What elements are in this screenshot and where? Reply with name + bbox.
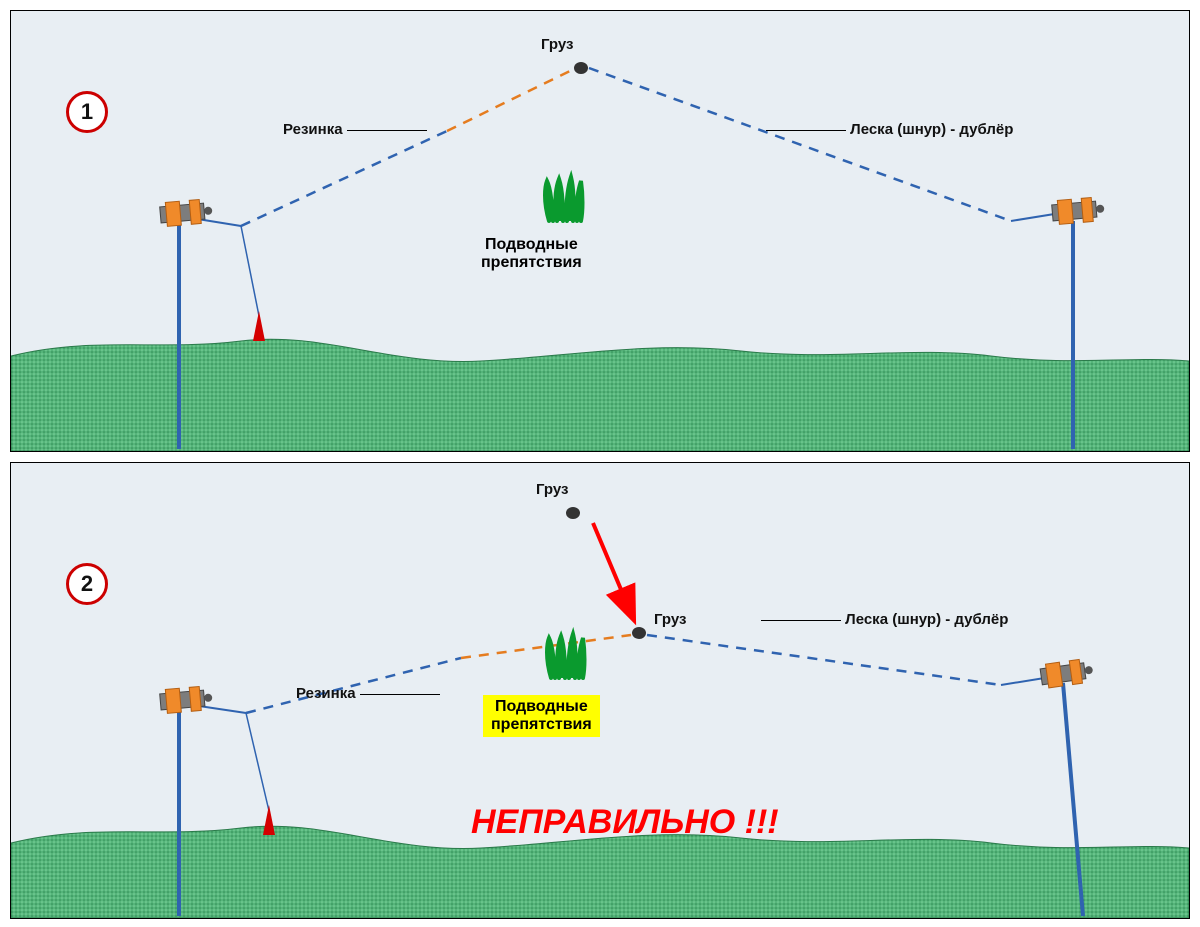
main-dashed-1 <box>241 131 447 226</box>
reel-left-2 <box>159 685 213 713</box>
dubler-line-2 <box>647 635 1001 685</box>
reel-right-1 <box>1051 196 1105 224</box>
label-dubler-2: Леска (шнур) - дублёр <box>761 611 1008 628</box>
label-weight-1: Груз <box>541 36 574 53</box>
weed-2 <box>547 634 585 678</box>
main-line-1 <box>241 226 259 316</box>
label-weight-top-2: Груз <box>536 481 569 498</box>
label-dubler-1: Леска (шнур) - дублёр <box>766 121 1013 138</box>
warning-text: НЕПРАВИЛЬНО !!! <box>471 803 779 842</box>
weight-top-2 <box>566 507 580 519</box>
rubber-line-1 <box>447 68 576 131</box>
label-weight-low-2: Груз <box>654 611 687 628</box>
label-obstacles-1: Подводныепрепятствия <box>481 236 582 272</box>
label-rubber-1: Резинка <box>283 121 427 138</box>
dubler-line-1 <box>589 68 1011 221</box>
sinker-1 <box>253 311 265 341</box>
panel-number-1: 1 <box>66 91 108 133</box>
weight-1 <box>574 62 588 74</box>
reel-right-2 <box>1040 658 1095 689</box>
panel-number-2: 2 <box>66 563 108 605</box>
main-line-2 <box>246 713 269 811</box>
weight-low-2 <box>632 627 646 639</box>
panel-1-svg <box>11 11 1189 451</box>
weed-1 <box>545 177 583 221</box>
label-rubber-2: Резинка <box>296 685 440 702</box>
label-obstacles-2: Подводныепрепятствия <box>483 695 600 737</box>
arrow-2 <box>593 523 633 618</box>
diagram-wrap: 1 Груз Резинка Леска (шнур) - дублёр Под… <box>0 0 1200 927</box>
panel-1: 1 Груз Резинка Леска (шнур) - дублёр Под… <box>10 10 1190 452</box>
sinker-2 <box>263 805 275 835</box>
reel-left-1 <box>159 198 213 226</box>
panel-2: 2 Груз Груз Резинка Леска (шнур) - дублё… <box>10 462 1190 919</box>
ground-1 <box>11 339 1189 451</box>
panel-2-svg <box>11 463 1189 918</box>
